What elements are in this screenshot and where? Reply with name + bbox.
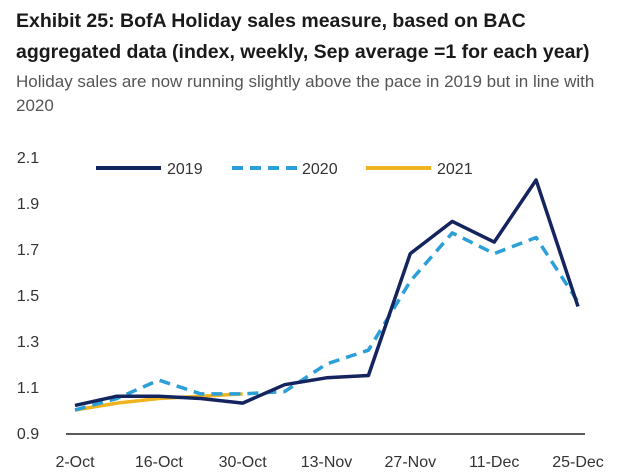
x-axis: 2-Oct 16-Oct 30-Oct 13-Nov 27-Nov 11-Dec 25-De… xyxy=(55,433,604,471)
y-axis: 2.1 1.9 1.7 1.5 1.3 1.1 0.9 xyxy=(17,150,39,443)
x-tick-label: 16-Oct xyxy=(135,454,184,471)
x-tick-label: 25-Dec xyxy=(552,454,604,471)
x-tick-label: 2-Oct xyxy=(55,454,95,471)
y-tick-label: 1.5 xyxy=(17,288,39,305)
series-line-2019 xyxy=(74,178,580,408)
legend-item-2019: 2019 xyxy=(96,161,203,178)
legend-label-2020: 2020 xyxy=(302,161,338,178)
y-tick-label: 1.7 xyxy=(17,242,39,259)
y-tick-label: 1.9 xyxy=(17,196,39,213)
chart-title: Exhibit 25: BofA Holiday sales measure, … xyxy=(16,10,590,63)
legend-item-2020: 2020 xyxy=(232,161,338,178)
chart-subtitle: Holiday sales are now running slightly a… xyxy=(16,72,595,115)
x-tick-label: 13-Nov xyxy=(301,454,353,471)
y-tick-label: 2.1 xyxy=(17,150,39,167)
legend-label-2019: 2019 xyxy=(167,161,203,178)
x-tick-label: 27-Nov xyxy=(385,454,437,471)
legend-label-2021: 2021 xyxy=(437,161,473,178)
x-tick-label: 30-Oct xyxy=(219,454,268,471)
y-tick-label: 1.1 xyxy=(17,380,39,397)
series-line-2020 xyxy=(74,231,580,412)
y-tick-label: 0.9 xyxy=(17,426,39,443)
legend: 2019 2020 2021 xyxy=(96,161,473,178)
line-chart: 2.1 1.9 1.7 1.5 1.3 1.1 0.9 2-Oct 16-Oct 30-Oct 1… xyxy=(17,150,604,471)
legend-item-2021: 2021 xyxy=(366,161,473,178)
x-tick-label: 11-Dec xyxy=(469,454,519,471)
series-layer xyxy=(74,178,580,412)
y-tick-label: 1.3 xyxy=(17,334,39,351)
